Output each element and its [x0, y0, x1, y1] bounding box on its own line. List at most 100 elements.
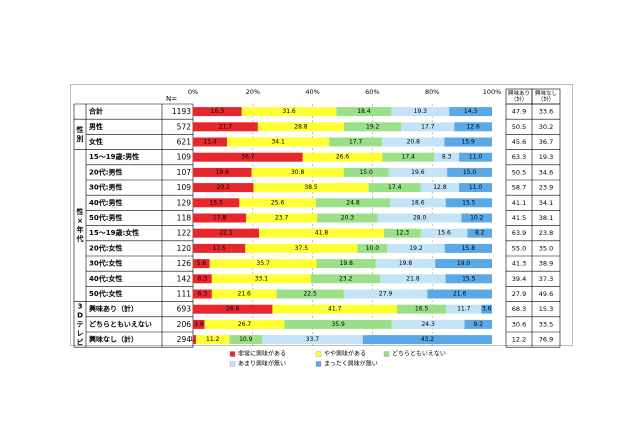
no-interest-total: 34.6 — [539, 168, 553, 176]
bar-segment — [227, 137, 330, 147]
x-tick-label: 100% — [483, 88, 502, 96]
bar-value-label: 5.6 — [197, 260, 207, 267]
interest-total: 41.1 — [512, 199, 526, 207]
bar-value-label: 11.0 — [469, 154, 483, 161]
bar-segment — [397, 304, 447, 314]
bar-segment — [447, 167, 492, 177]
bar-value-label: 3.6 — [482, 306, 492, 313]
bar-segment — [276, 289, 344, 299]
row-n: 109 — [177, 183, 192, 192]
bar-segment — [315, 198, 391, 208]
x-tick-label: 20% — [246, 88, 260, 96]
bar-segment — [401, 122, 455, 132]
legend-label: どちらともいえない — [392, 350, 446, 358]
row-label: 男性 — [89, 122, 103, 131]
bar-value-label: 23.7 — [275, 215, 289, 222]
bar-segment — [377, 213, 462, 223]
interest-total: 55.0 — [512, 244, 526, 252]
bar-value-label: 34.1 — [271, 139, 285, 146]
bar-value-label: 21.7 — [219, 123, 233, 130]
bar-segment — [193, 335, 196, 345]
bar-segment — [193, 107, 242, 117]
bar-segment — [382, 152, 435, 162]
bar-segment — [384, 228, 421, 238]
row-label: 15～19歳:男性 — [89, 152, 139, 161]
legend-swatch — [229, 351, 236, 357]
bar-value-label: 19.3 — [414, 108, 428, 115]
bar-value-label: 10.9 — [239, 336, 253, 343]
bar-value-label: 14.3 — [464, 108, 478, 115]
bar-segment — [380, 274, 446, 284]
bar-segment — [446, 304, 482, 314]
bar-segment — [209, 259, 317, 269]
bar-value-label: 17.5 — [212, 245, 226, 252]
extra-header-label: （計） — [511, 95, 528, 103]
bar-segment — [343, 289, 428, 299]
legend-swatch — [315, 361, 322, 367]
row-label: 興味なし（計） — [89, 335, 138, 344]
bar-value-label: 23.2 — [339, 275, 353, 282]
row-label: 20代:男性 — [89, 167, 123, 176]
bar-value-label: 15.5 — [462, 199, 476, 206]
bar-segment — [434, 152, 460, 162]
extra-header-label: 興味なし — [535, 89, 557, 97]
bar-value-label: 26.6 — [226, 306, 240, 313]
bar-value-label: 16.5 — [415, 306, 429, 313]
no-interest-total: 19.3 — [539, 153, 553, 161]
x-tick-label: 60% — [365, 88, 379, 96]
bar-segment — [193, 243, 246, 253]
group-label: ビ — [77, 337, 84, 346]
no-interest-total: 23.9 — [539, 184, 553, 192]
bar-segment — [420, 228, 468, 238]
row-label: 40代:男性 — [89, 198, 123, 207]
n-header: N= — [166, 95, 177, 103]
row-label: 50代:男性 — [89, 213, 123, 222]
no-interest-total: 30.2 — [539, 123, 553, 131]
row-label: 興味あり（計） — [89, 304, 138, 313]
bar-value-label: 11.7 — [457, 306, 471, 313]
row-n: 1193 — [172, 107, 191, 116]
bar-value-label: 19.2 — [366, 123, 380, 130]
row-n: 572 — [177, 122, 192, 131]
row-label: 30代:男性 — [89, 183, 123, 192]
bar-value-label: 18.6 — [411, 199, 425, 206]
bar-value-label: 37.5 — [295, 245, 309, 252]
bar-value-label: 20.3 — [341, 215, 355, 222]
bar-value-label: 15.8 — [462, 245, 476, 252]
bar-segment — [239, 198, 316, 208]
bar-value-label: 12.6 — [466, 123, 480, 130]
row-label: 40代:女性 — [89, 274, 123, 283]
bar-segment — [317, 213, 378, 223]
bar-segment — [459, 152, 492, 162]
bar-value-label: 12.3 — [396, 230, 410, 237]
row-n: 294 — [177, 335, 192, 344]
bar-value-label: 24.3 — [421, 321, 435, 328]
row-label: 50代:女性 — [89, 289, 123, 298]
bar-segment — [481, 304, 492, 314]
interest-total: 12.2 — [512, 336, 526, 344]
no-interest-total: 35.0 — [539, 244, 553, 252]
bar-value-label: 31.6 — [282, 108, 296, 115]
bar-segment — [257, 122, 344, 132]
bar-segment — [464, 319, 492, 329]
bar-value-label: 8.2 — [475, 230, 485, 237]
row-n: 142 — [177, 274, 192, 283]
bar-segment — [193, 259, 210, 269]
interest-total: 47.9 — [512, 108, 526, 116]
row-label: 15～19歳:女性 — [89, 228, 139, 237]
bar-value-label: 28.0 — [413, 215, 427, 222]
bar-value-label: 20.2 — [217, 184, 231, 191]
bar-value-label: 28.8 — [294, 123, 308, 130]
group-label: 別 — [76, 134, 84, 143]
row-n: 120 — [177, 244, 192, 253]
no-interest-total: 76.9 — [539, 336, 553, 344]
row-n: 206 — [177, 320, 192, 329]
bar-value-label: 33.1 — [255, 275, 269, 282]
bar-segment — [251, 167, 344, 177]
interest-total: 58.7 — [512, 184, 526, 192]
bar-segment — [193, 183, 254, 193]
bar-value-label: 15.5 — [209, 199, 223, 206]
x-tick-label: 40% — [305, 88, 319, 96]
extra-header-label: 興味あり — [508, 89, 530, 97]
